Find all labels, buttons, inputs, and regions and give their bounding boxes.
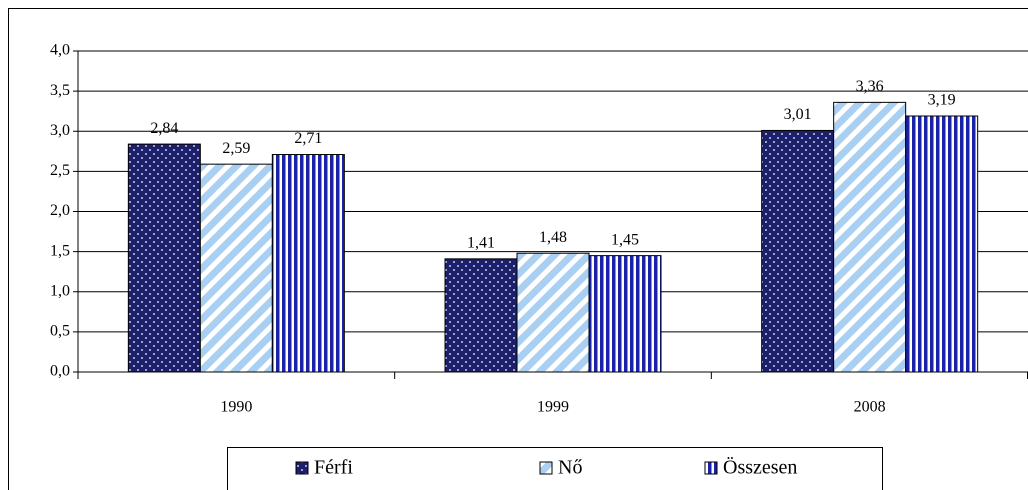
bar <box>905 115 979 373</box>
value-label: 3,19 <box>928 92 956 109</box>
bar <box>271 154 345 373</box>
bar <box>127 143 201 373</box>
legend-label: Összesen <box>723 456 797 479</box>
bar <box>833 101 907 373</box>
y-tick-label: 0,0 <box>50 363 70 380</box>
x-tick-label: 1990 <box>220 399 252 416</box>
y-tick-label: 3,5 <box>50 82 70 99</box>
legend-label: Nő <box>558 457 582 479</box>
legend-swatch <box>539 461 553 475</box>
legend-label: Férfi <box>314 457 353 479</box>
legend-swatch <box>704 461 718 475</box>
bar <box>199 163 273 373</box>
value-label: 2,84 <box>150 120 178 137</box>
y-tick-label: 3,0 <box>50 122 70 139</box>
value-label: 1,45 <box>611 231 639 248</box>
value-label: 1,48 <box>539 229 567 246</box>
bar <box>444 258 518 373</box>
value-label: 2,71 <box>294 130 322 147</box>
value-label: 3,36 <box>856 78 884 95</box>
value-label: 3,01 <box>784 106 812 123</box>
y-tick-label: 2,0 <box>50 202 70 219</box>
bar <box>761 129 835 373</box>
value-label: 2,59 <box>222 140 250 157</box>
legend-swatch <box>295 461 309 475</box>
value-label: 1,41 <box>467 235 495 252</box>
legend-box <box>227 447 883 490</box>
x-tick-label: 1999 <box>537 399 569 416</box>
chart-border <box>8 8 1028 490</box>
y-tick-label: 1,5 <box>50 242 70 259</box>
bar <box>516 252 590 373</box>
y-tick-label: 1,0 <box>50 282 70 299</box>
y-tick-label: 4,0 <box>50 42 70 59</box>
x-tick-label: 2008 <box>854 399 886 416</box>
y-tick-label: 2,5 <box>50 162 70 179</box>
bar <box>588 255 662 373</box>
y-tick-label: 0,5 <box>50 323 70 340</box>
